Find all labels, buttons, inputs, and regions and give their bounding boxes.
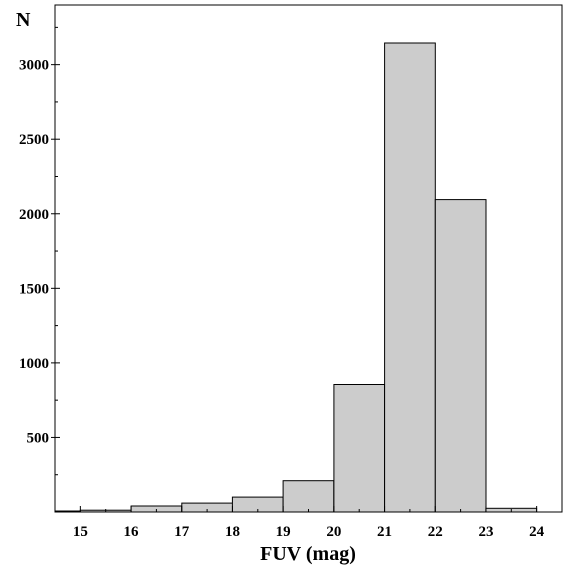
x-tick-label: 20 — [326, 524, 341, 540]
histogram-bar — [384, 42, 436, 513]
y-axis-label: N — [16, 9, 31, 31]
histogram-bar — [434, 199, 487, 513]
y-tick-label: 3000 — [19, 58, 49, 74]
x-tick-label: 19 — [276, 524, 291, 540]
x-tick-label: 17 — [174, 524, 190, 540]
x-tick-label: 21 — [377, 524, 392, 540]
histogram-bar — [282, 480, 335, 513]
x-tick-label: 15 — [73, 524, 88, 540]
x-tick-label: 23 — [478, 524, 493, 540]
y-tick-label: 2000 — [19, 207, 49, 223]
x-tick-label: 24 — [529, 524, 545, 540]
x-tick-label: 22 — [428, 524, 443, 540]
y-tick-label: 2500 — [19, 132, 49, 148]
bars-group — [54, 42, 538, 513]
y-tick-label: 1000 — [19, 356, 49, 372]
y-tick-label: 500 — [27, 430, 50, 446]
histogram-bar — [333, 384, 386, 513]
y-tick-label: 1500 — [19, 281, 49, 297]
x-axis-label: FUV (mag) — [260, 543, 356, 565]
x-tick-label: 18 — [225, 524, 240, 540]
histogram-bar — [54, 510, 81, 513]
x-axis-ticks: 15 16 17 18 19 20 21 22 23 24 — [73, 506, 545, 540]
x-tick-label: 16 — [124, 524, 140, 540]
y-axis-ticks: 500 1000 1500 2000 2500 3000 — [19, 26, 60, 476]
